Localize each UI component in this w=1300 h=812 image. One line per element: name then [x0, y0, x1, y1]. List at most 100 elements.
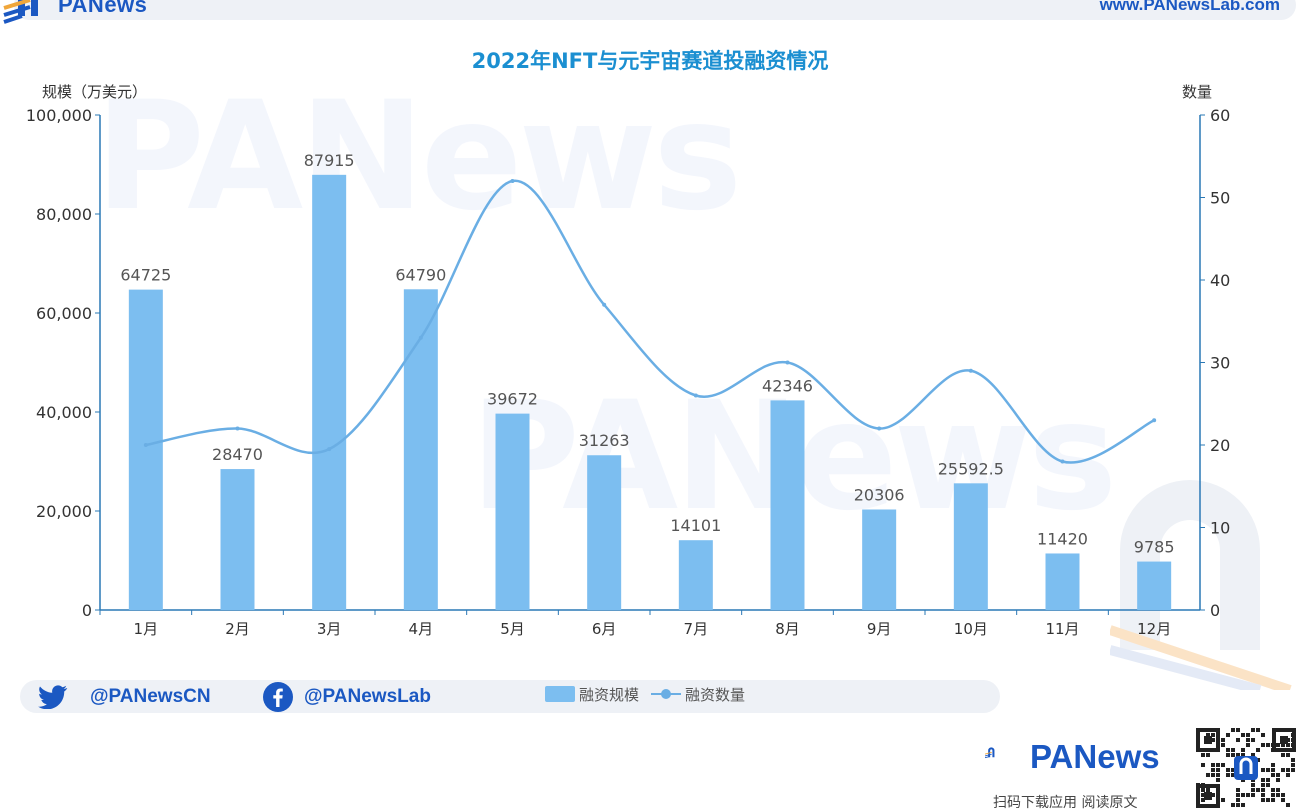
header-url[interactable]: www.PANewsLab.com — [1099, 0, 1280, 14]
qr-cell — [1271, 798, 1275, 802]
x-axis-tick-label: 1月 — [134, 620, 159, 638]
qr-cell — [1261, 743, 1265, 747]
qr-cell — [1211, 773, 1215, 777]
qr-cell — [1256, 728, 1260, 732]
x-axis-tick-label: 2月 — [225, 620, 250, 638]
x-axis-tick-label: 12月 — [1137, 620, 1171, 638]
bar — [1045, 553, 1080, 610]
qr-cell — [1261, 778, 1265, 782]
qr-cell — [1221, 738, 1225, 742]
qr-cell — [1231, 728, 1235, 732]
facebook-icon — [263, 682, 293, 712]
qr-cell — [1291, 758, 1295, 762]
qr-cell — [1226, 773, 1230, 777]
qr-cell — [1236, 738, 1240, 742]
left-axis-tick-label: 20,000 — [36, 502, 92, 521]
x-axis-tick-label: 8月 — [775, 620, 800, 638]
left-axis-tick-label: 0 — [82, 601, 92, 620]
right-axis-title: 数量 — [1182, 83, 1212, 101]
bar — [862, 509, 897, 610]
line-series-path — [145, 179, 1155, 464]
header-bar: PANews www.PANewsLab.com — [0, 0, 1300, 24]
qr-cell — [1271, 773, 1275, 777]
brand-name[interactable]: PANews — [1030, 738, 1160, 775]
legend-bar-label: 融资规模 — [579, 685, 640, 704]
qr-cell — [1236, 728, 1240, 732]
header-background — [14, 0, 1296, 20]
qr-cell — [1286, 743, 1290, 747]
left-axis-tick-label: 60,000 — [36, 304, 92, 323]
qr-cell — [1286, 753, 1290, 757]
header-logo-text[interactable]: PANews — [58, 0, 148, 17]
qr-cell — [1231, 753, 1235, 757]
qr-cell — [1201, 753, 1205, 757]
qr-cell — [1266, 798, 1270, 802]
qr-cell — [1231, 773, 1235, 777]
qr-cell — [1201, 798, 1205, 802]
x-axis-tick-label: 10月 — [954, 620, 988, 638]
qr-cell — [1276, 773, 1280, 777]
chart-canvas: 0 20,000 40,000 60,000 80,000 100,000 0 10 20 30 4… — [26, 83, 1231, 638]
qr-cell — [1251, 728, 1255, 732]
panews-logo-icon — [3, 0, 38, 24]
chart-title: 2022年NFT与元宇宙赛道投融资情况 — [471, 49, 829, 73]
qr-cell — [1251, 753, 1255, 757]
qr-cell — [1216, 763, 1220, 767]
qr-cell — [1276, 788, 1280, 792]
qr-cell — [1276, 778, 1280, 782]
qr-cell — [1236, 753, 1240, 757]
bar-value-label: 14101 — [670, 516, 721, 535]
qr-cell — [1206, 753, 1210, 757]
watermark: PANews — [95, 70, 742, 244]
line-point — [877, 426, 882, 431]
brand-cta: 扫码下载应用 阅读原文 — [993, 795, 1138, 811]
qr-cell — [1206, 788, 1210, 792]
qr-cell — [1226, 768, 1230, 772]
bar — [770, 400, 805, 610]
qr-cell — [1281, 743, 1285, 747]
footer-bar — [20, 680, 1000, 713]
line-point — [1060, 459, 1065, 464]
chart-legend: 融资规模 融资数量 — [545, 684, 745, 704]
qr-cell — [1261, 733, 1265, 737]
right-axis-tick-label: 20 — [1210, 436, 1230, 455]
qr-cell — [1266, 768, 1270, 772]
qr-cell — [1241, 753, 1245, 757]
bar-value-label: 9785 — [1134, 538, 1175, 557]
line-point — [602, 302, 607, 307]
qr-cell — [1251, 783, 1255, 787]
qr-cell — [1216, 778, 1220, 782]
facebook-handle[interactable]: @PANewsLab — [262, 682, 431, 712]
line-point — [327, 447, 332, 452]
twitter-icon — [38, 685, 68, 709]
qr-cell — [1276, 793, 1280, 797]
left-axis-tick-label: 80,000 — [36, 205, 92, 224]
qr-cell — [1216, 773, 1220, 777]
qr-cell — [1261, 768, 1265, 772]
bar-value-label: 20306 — [854, 485, 905, 504]
twitter-handle[interactable]: @PANewsCN — [38, 682, 211, 712]
left-axis-title: 规模（万美元） — [42, 83, 147, 101]
qr-cell — [1211, 793, 1215, 797]
qr-cell — [1251, 738, 1255, 742]
qr-cell — [1266, 783, 1270, 787]
right-axis-tick-label: 30 — [1210, 354, 1230, 373]
qr-cell — [1231, 768, 1235, 772]
facebook-handle-text: @PANewsLab — [304, 686, 431, 707]
bar — [495, 413, 530, 610]
line-point — [418, 335, 423, 340]
qr-cell — [1286, 773, 1290, 777]
qr-cell — [1241, 733, 1245, 737]
line-point — [510, 179, 515, 183]
qr-cell — [1261, 788, 1265, 792]
legend-bar-swatch — [545, 686, 575, 702]
qr-cell — [1236, 803, 1240, 807]
right-axis-tick-label: 50 — [1210, 189, 1230, 208]
legend-line-swatch — [651, 689, 682, 699]
qr-cell — [1286, 803, 1290, 807]
qr-cell — [1231, 803, 1235, 807]
qr-code-icon[interactable] — [1196, 728, 1296, 808]
qr-cell — [1211, 738, 1215, 742]
bar-value-label: 25592.5 — [938, 459, 1004, 478]
brand-logo-icon — [985, 747, 995, 759]
